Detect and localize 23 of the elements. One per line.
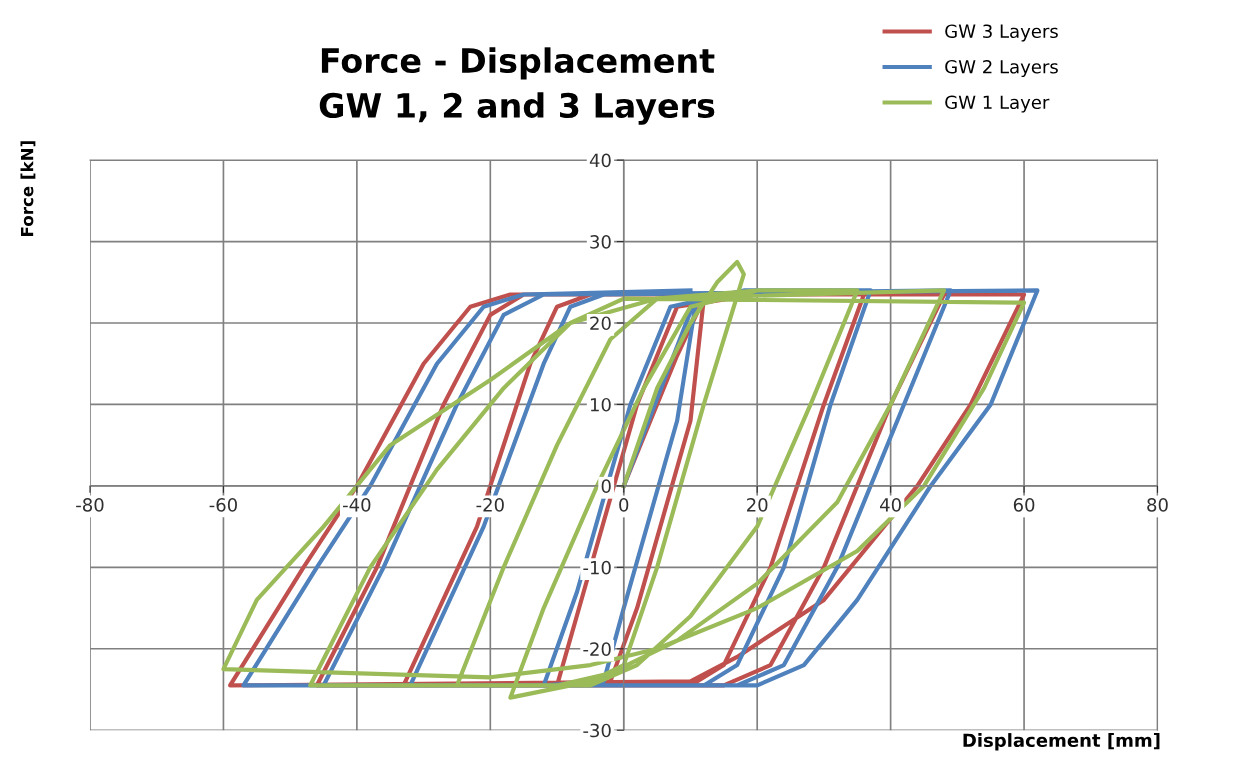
legend-label: GW 2 Layers xyxy=(945,59,1058,78)
x-tick-label: -40 xyxy=(343,498,371,512)
chart-title: Force - Displacement GW 1, 2 and 3 Layers xyxy=(319,47,715,125)
y-tick-label: 0 xyxy=(601,479,611,494)
y-tick-label: 10 xyxy=(590,397,611,412)
x-axis-title: Displacement [mm] xyxy=(963,733,1160,751)
x-tick-label: 0 xyxy=(619,498,629,512)
x-tick-label: 80 xyxy=(1147,498,1168,512)
x-tick-label: 40 xyxy=(880,498,901,512)
y-tick-label: 40 xyxy=(589,153,611,168)
x-tick-label: -80 xyxy=(76,498,104,512)
legend-label: GW 1 Layer xyxy=(945,95,1050,113)
x-tick-label: 20 xyxy=(747,498,768,512)
x-tick-label: -60 xyxy=(209,498,237,512)
y-tick-label: 30 xyxy=(590,235,611,249)
x-tick-label: -20 xyxy=(476,498,504,512)
x-tick-label: 60 xyxy=(1013,498,1035,512)
y-tick-label: -10 xyxy=(583,560,611,575)
legend-label: GW 3 Layers xyxy=(945,24,1058,42)
y-axis-title: Force [kN] xyxy=(20,141,36,236)
y-tick-label: -30 xyxy=(583,723,611,738)
y-tick-label: -20 xyxy=(583,642,611,656)
y-tick-label: 20 xyxy=(590,316,611,331)
